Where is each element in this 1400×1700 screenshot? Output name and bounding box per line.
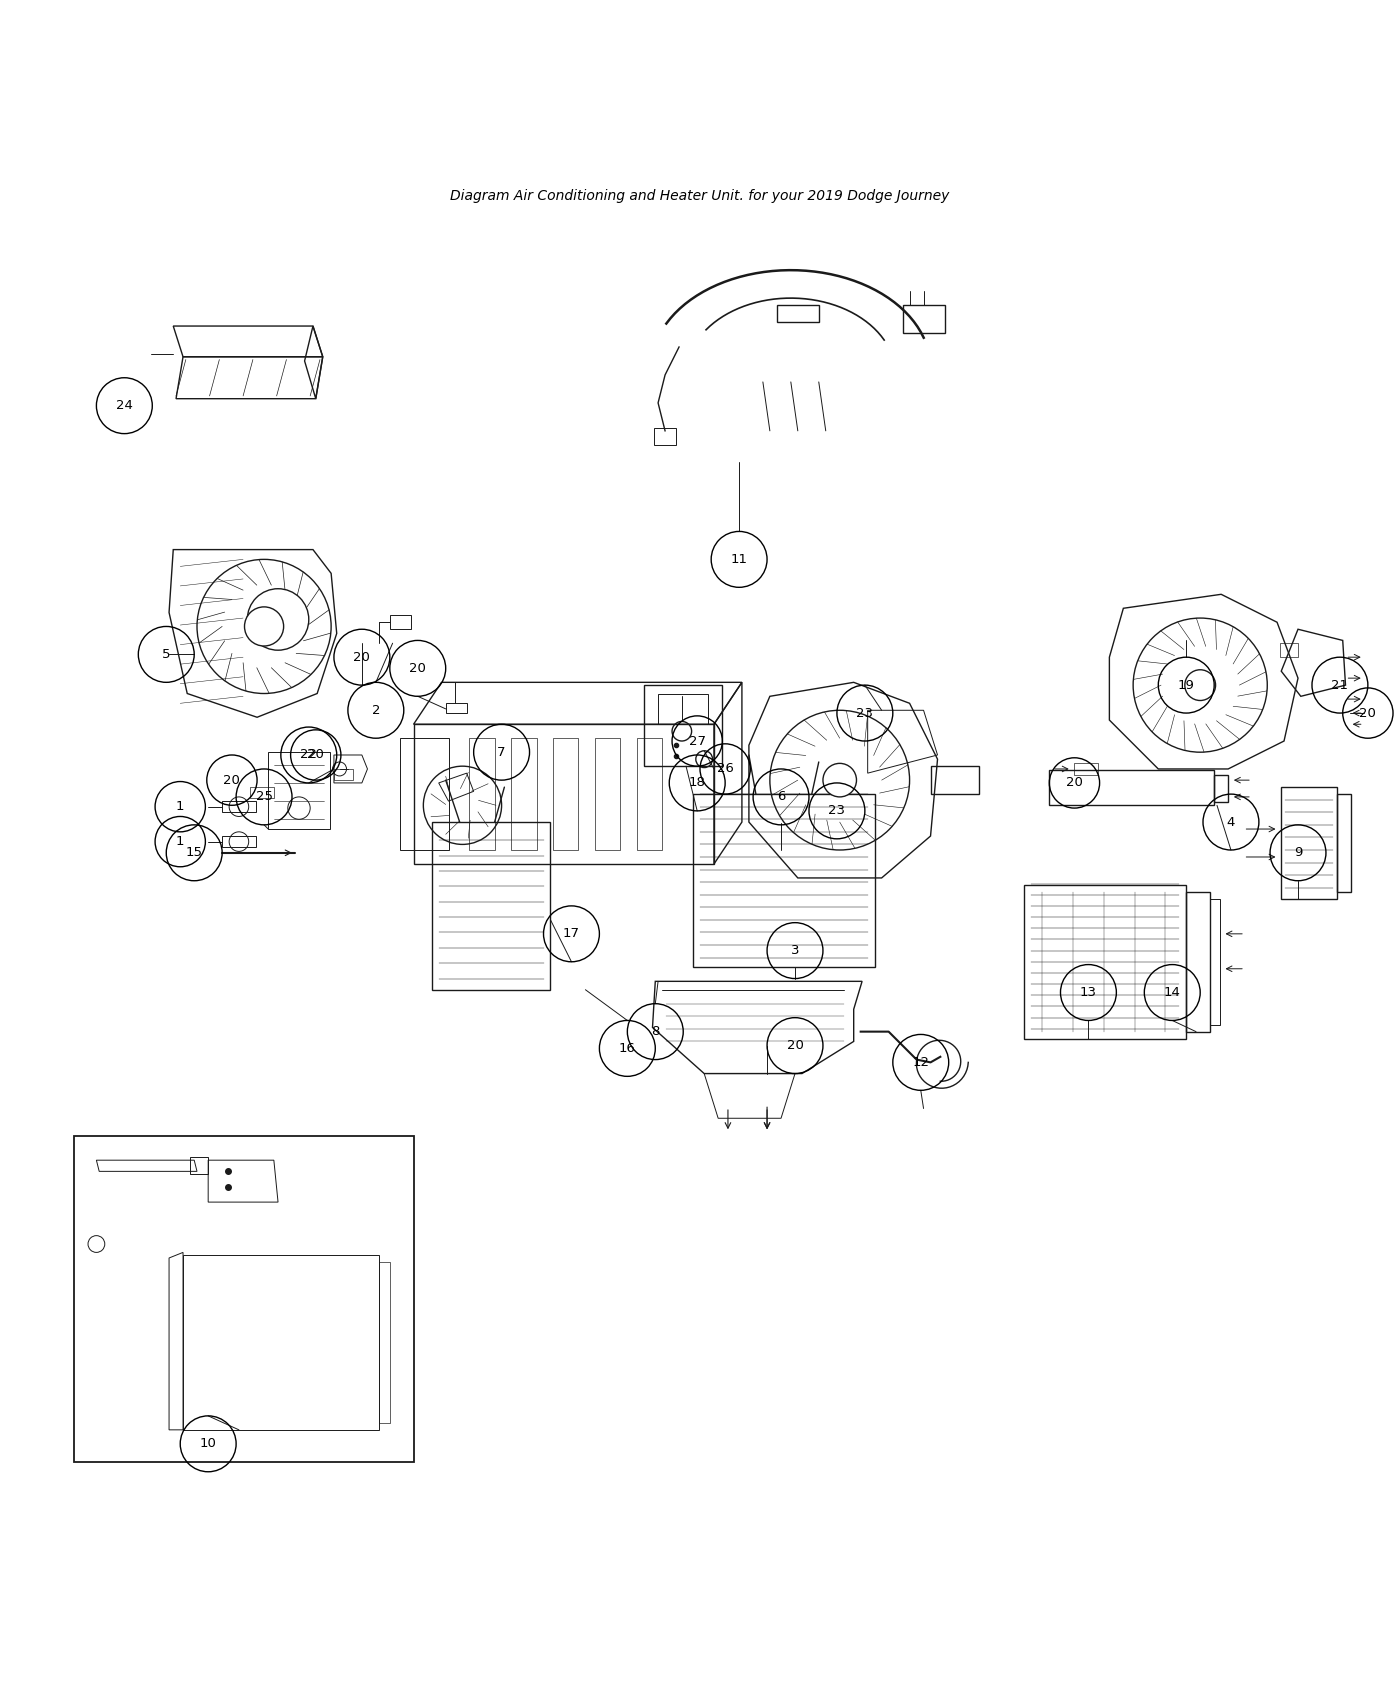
Circle shape bbox=[1184, 670, 1215, 700]
Text: 6: 6 bbox=[777, 790, 785, 804]
Text: 20: 20 bbox=[787, 1039, 804, 1052]
Text: 21: 21 bbox=[1331, 678, 1348, 692]
Text: 20: 20 bbox=[308, 748, 325, 762]
Text: 22: 22 bbox=[300, 748, 318, 762]
Text: 18: 18 bbox=[689, 777, 706, 789]
Text: 4: 4 bbox=[1226, 816, 1235, 828]
Text: 10: 10 bbox=[200, 1436, 217, 1450]
Text: 17: 17 bbox=[563, 927, 580, 940]
Text: 23: 23 bbox=[857, 707, 874, 719]
Text: 9: 9 bbox=[1294, 847, 1302, 858]
Circle shape bbox=[823, 763, 857, 797]
Text: 12: 12 bbox=[913, 1056, 930, 1069]
Text: 14: 14 bbox=[1163, 986, 1180, 1000]
Text: 1: 1 bbox=[176, 801, 185, 813]
Text: 5: 5 bbox=[162, 648, 171, 661]
Text: 8: 8 bbox=[651, 1025, 659, 1039]
Text: 26: 26 bbox=[717, 763, 734, 775]
Text: 20: 20 bbox=[353, 651, 371, 663]
Text: 7: 7 bbox=[497, 746, 505, 758]
Text: 15: 15 bbox=[186, 847, 203, 858]
Text: 2: 2 bbox=[371, 704, 379, 717]
Text: 24: 24 bbox=[116, 400, 133, 411]
Text: Diagram Air Conditioning and Heater Unit. for your 2019 Dodge Journey: Diagram Air Conditioning and Heater Unit… bbox=[451, 189, 949, 202]
Text: 20: 20 bbox=[409, 661, 426, 675]
Text: 11: 11 bbox=[731, 552, 748, 566]
Text: 13: 13 bbox=[1079, 986, 1098, 1000]
Text: 23: 23 bbox=[829, 804, 846, 818]
Text: 19: 19 bbox=[1177, 678, 1194, 692]
Circle shape bbox=[245, 607, 284, 646]
Text: 20: 20 bbox=[1065, 777, 1082, 789]
Text: 27: 27 bbox=[689, 734, 706, 748]
Text: 25: 25 bbox=[256, 790, 273, 804]
Text: 20: 20 bbox=[1359, 707, 1376, 719]
Text: 1: 1 bbox=[176, 835, 185, 848]
Circle shape bbox=[248, 588, 309, 649]
Text: 3: 3 bbox=[791, 944, 799, 957]
Text: 20: 20 bbox=[224, 774, 241, 787]
Text: 16: 16 bbox=[619, 1042, 636, 1056]
